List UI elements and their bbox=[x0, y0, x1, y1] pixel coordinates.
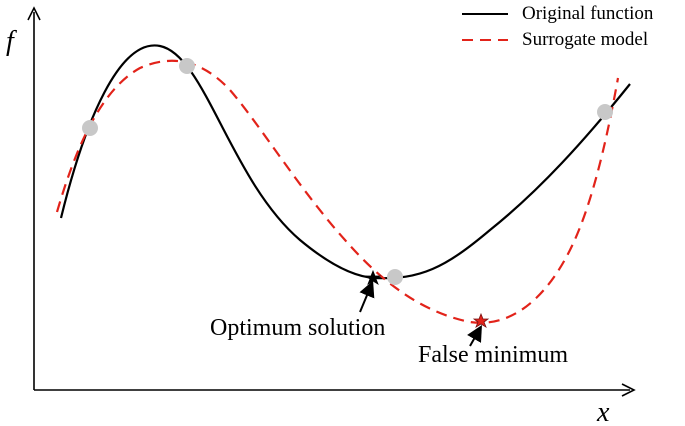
y-axis-arrow-icon bbox=[27, 6, 41, 21]
legend-original-label: Original function bbox=[522, 3, 654, 24]
false-minimum-label: False minimum bbox=[418, 342, 568, 368]
legend: Original function Surrogate model bbox=[462, 3, 654, 50]
axes: f x bbox=[6, 6, 636, 426]
false-minimum-arrow bbox=[467, 325, 482, 347]
optimum-solution-label: Optimum solution bbox=[210, 315, 385, 341]
surrogate-model-curve bbox=[55, 59, 620, 324]
sample-point-icon bbox=[82, 120, 98, 136]
sample-point-icon bbox=[387, 269, 403, 285]
false-minimum-star-icon bbox=[472, 312, 490, 328]
y-axis-label: f bbox=[6, 26, 17, 57]
optimum-arrow bbox=[359, 280, 375, 313]
x-axis-label: x bbox=[596, 397, 610, 426]
sample-point-icon bbox=[597, 104, 613, 120]
legend-surrogate-label: Surrogate model bbox=[522, 29, 648, 50]
x-axis-arrow-icon bbox=[621, 383, 636, 397]
sample-point-icon bbox=[179, 58, 195, 74]
sample-points bbox=[82, 58, 613, 285]
original-function-curve bbox=[59, 44, 631, 280]
